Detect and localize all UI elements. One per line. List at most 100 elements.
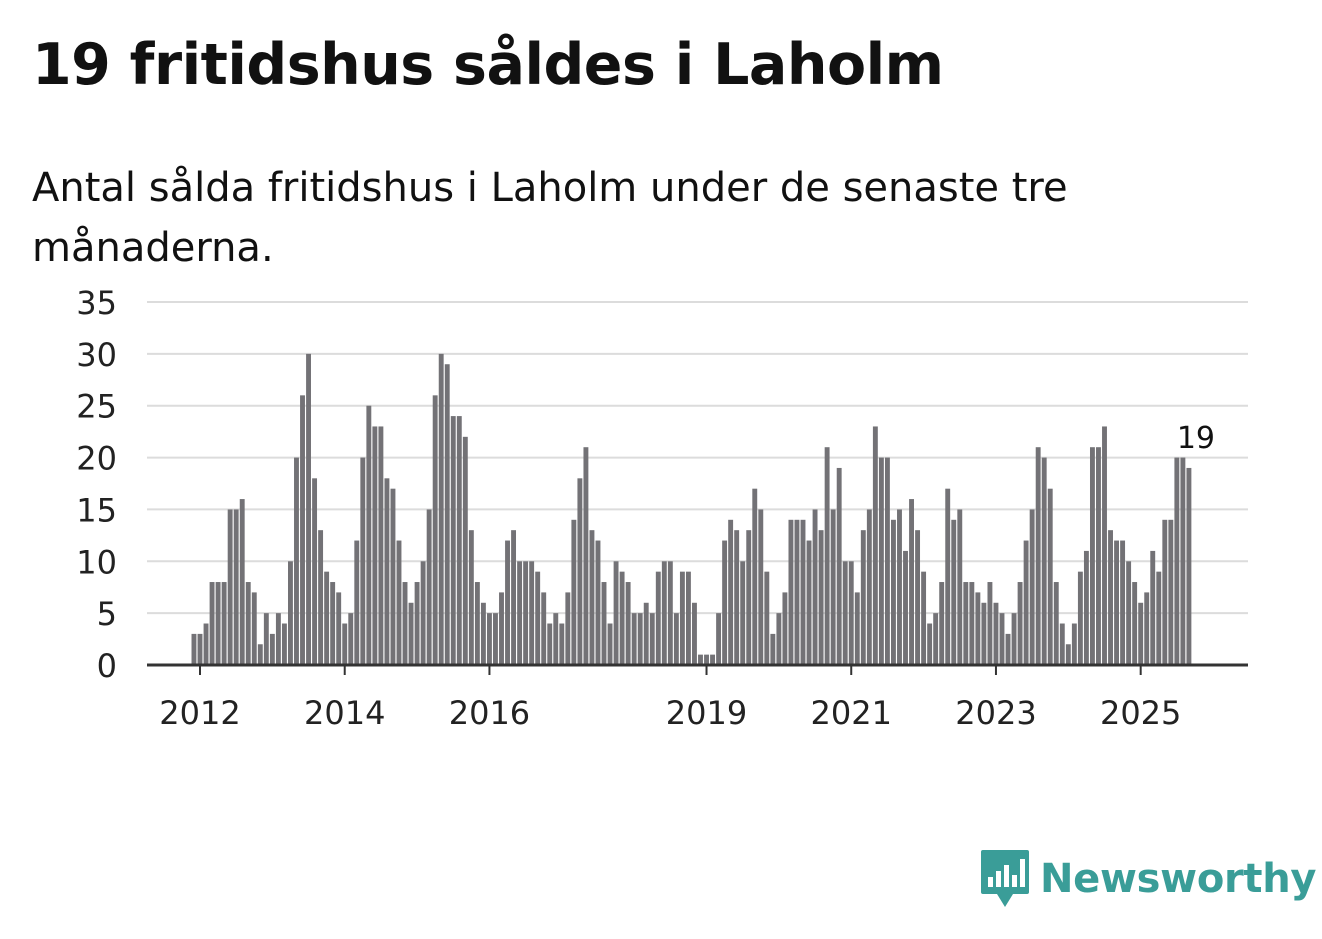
bar xyxy=(655,571,661,665)
bar xyxy=(300,395,305,665)
bar xyxy=(438,353,444,665)
x-axis: 2012 2014 2016 2019 2021 2023 2025 xyxy=(147,663,1248,732)
bar xyxy=(444,364,450,665)
bar xyxy=(613,561,619,665)
bar xyxy=(191,633,197,665)
x-tick-label: 2025 xyxy=(1100,694,1181,732)
bar xyxy=(1005,633,1011,665)
bar xyxy=(758,509,764,665)
gridlines xyxy=(147,301,1248,615)
bar xyxy=(402,582,408,665)
bar xyxy=(1162,519,1168,665)
bar xyxy=(1120,540,1126,665)
bar xyxy=(1047,488,1053,665)
bar xyxy=(806,540,812,665)
bar xyxy=(601,582,607,665)
bar xyxy=(541,592,547,665)
bar xyxy=(939,582,945,665)
chart-title: 19 fritidshus såldes i Laholm xyxy=(32,32,944,98)
bar xyxy=(981,602,987,665)
x-tick-label: 2021 xyxy=(811,694,892,732)
bar xyxy=(824,447,830,665)
bar xyxy=(589,530,595,665)
bar xyxy=(396,540,402,665)
bar xyxy=(227,509,233,665)
bar xyxy=(848,561,854,665)
bar xyxy=(366,405,372,665)
bar xyxy=(794,519,800,665)
y-tick-label: 10 xyxy=(76,543,117,581)
bar xyxy=(1041,457,1047,665)
bar xyxy=(420,561,426,665)
bar xyxy=(408,602,414,665)
bar xyxy=(571,519,577,665)
bar xyxy=(348,613,354,665)
bar xyxy=(776,613,782,665)
bar xyxy=(245,582,251,665)
bars xyxy=(191,353,1192,665)
bar xyxy=(294,457,299,665)
bar xyxy=(842,561,848,665)
bar xyxy=(884,457,890,665)
bar xyxy=(685,571,691,665)
bar xyxy=(704,654,709,665)
y-tick-label: 15 xyxy=(76,491,117,529)
bar xyxy=(233,509,239,665)
bar xyxy=(909,499,914,665)
bar xyxy=(1174,457,1180,665)
bar xyxy=(679,571,685,665)
bar xyxy=(1059,623,1065,665)
y-axis-ticks: 0 5 10 15 20 25 30 35 xyxy=(76,284,117,685)
bar xyxy=(547,623,553,665)
bar xyxy=(577,478,583,665)
bar xyxy=(987,582,993,665)
bar xyxy=(999,613,1005,665)
bar xyxy=(891,519,896,665)
bar xyxy=(203,623,209,665)
bar xyxy=(1089,447,1095,665)
bar xyxy=(818,530,824,665)
bar xyxy=(462,436,468,665)
y-tick-label: 30 xyxy=(76,336,117,374)
bar xyxy=(854,592,860,665)
bar xyxy=(673,613,679,665)
bar xyxy=(788,519,794,665)
bar xyxy=(927,623,933,665)
bar xyxy=(722,540,728,665)
bar xyxy=(993,602,999,665)
bar xyxy=(511,530,517,665)
bar xyxy=(921,571,927,665)
bar xyxy=(740,561,746,665)
bar xyxy=(523,561,529,665)
bar xyxy=(625,582,631,665)
bar xyxy=(698,654,703,665)
bar xyxy=(872,426,878,665)
bar xyxy=(1126,561,1132,665)
bar xyxy=(517,561,523,665)
bar xyxy=(607,623,613,665)
y-tick-label: 25 xyxy=(76,388,117,426)
bar xyxy=(969,582,975,665)
bar xyxy=(716,613,722,665)
bar xyxy=(637,613,643,665)
bar xyxy=(306,353,311,665)
bar xyxy=(263,613,269,665)
bar xyxy=(1053,582,1059,665)
bar xyxy=(432,395,438,665)
bar xyxy=(257,644,263,665)
bar xyxy=(643,602,649,665)
bar xyxy=(692,602,697,665)
bar xyxy=(1180,457,1186,665)
bar xyxy=(529,561,535,665)
bar xyxy=(951,519,957,665)
bar xyxy=(1108,530,1113,665)
bar xyxy=(221,582,227,665)
x-tick-label: 2016 xyxy=(449,694,530,732)
bar xyxy=(275,613,281,665)
y-tick-label: 20 xyxy=(76,440,117,478)
bar xyxy=(1017,582,1023,665)
bar xyxy=(963,582,969,665)
bar xyxy=(565,592,571,665)
bar xyxy=(1077,571,1083,665)
bar xyxy=(860,530,866,665)
